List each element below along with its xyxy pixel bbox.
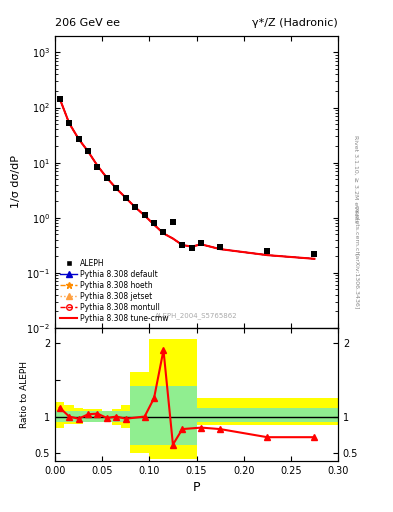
Point [160, 228, 167, 236]
Point [57, 95, 63, 103]
Point [75, 135, 82, 143]
Point [198, 239, 204, 247]
Point [217, 243, 223, 251]
Point [189, 244, 195, 252]
Text: ALEPH_2004_S5765862: ALEPH_2004_S5765862 [155, 312, 238, 319]
Text: Rivet 3.1.10, ≥ 3.2M events: Rivet 3.1.10, ≥ 3.2M events [354, 135, 359, 223]
Point [132, 203, 138, 211]
Point [170, 218, 176, 226]
Text: γ*/Z (Hadronic): γ*/Z (Hadronic) [252, 18, 338, 28]
Point [66, 119, 72, 127]
Point [264, 247, 270, 255]
Text: mcplots.cern.ch: mcplots.cern.ch [354, 205, 359, 255]
Y-axis label: Ratio to ALEPH: Ratio to ALEPH [20, 361, 29, 428]
Text: 206 GeV ee: 206 GeV ee [55, 18, 120, 28]
Point [179, 241, 185, 249]
Point [123, 194, 129, 202]
Point [104, 174, 110, 182]
Point [311, 250, 318, 258]
Point [151, 219, 157, 227]
Y-axis label: 1/σ dσ/dP: 1/σ dσ/dP [11, 156, 21, 208]
Point [113, 184, 119, 193]
Point [141, 211, 148, 220]
Point [85, 147, 91, 156]
Text: [arXiv:1306.3436]: [arXiv:1306.3436] [354, 253, 359, 310]
Point [94, 162, 101, 170]
Legend: ALEPH, Pythia 8.308 default, Pythia 8.308 hoeth, Pythia 8.308 jetset, Pythia 8.3: ALEPH, Pythia 8.308 default, Pythia 8.30… [59, 258, 170, 324]
X-axis label: P: P [193, 481, 200, 494]
